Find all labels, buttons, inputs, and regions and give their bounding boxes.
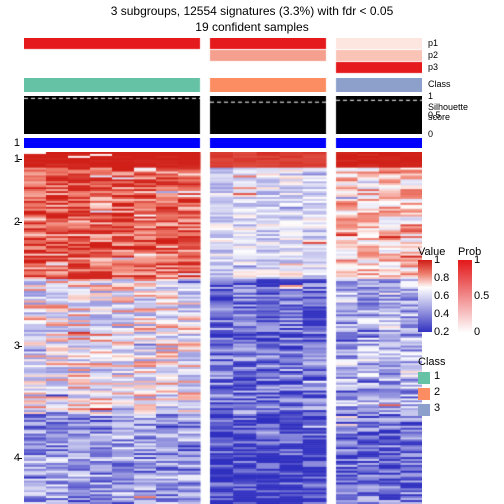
legend-value-title: Value bbox=[418, 246, 445, 258]
legend-value-tick-4: 0.2 bbox=[434, 326, 449, 338]
legend-class-label-2: 2 bbox=[434, 386, 440, 398]
legend-class-swatch-1 bbox=[418, 372, 430, 384]
sil-tick-2: 0 bbox=[428, 129, 433, 139]
legend-prob-tick-2: 0 bbox=[474, 326, 480, 338]
legend-value-tick-0: 1 bbox=[434, 254, 440, 266]
legend-value-tick-2: 0.6 bbox=[434, 290, 449, 302]
legend-prob-tick-0: 1 bbox=[474, 254, 480, 266]
legend-value-bar bbox=[418, 260, 432, 332]
silhouette-panel bbox=[24, 96, 422, 134]
title-line-2: 19 confident samples bbox=[0, 20, 504, 34]
class-label: Class bbox=[428, 79, 451, 89]
legend-class-swatch-2 bbox=[418, 388, 430, 400]
row-cluster-label-0: 1 bbox=[2, 137, 20, 149]
row-cluster-band bbox=[24, 138, 422, 148]
p-label-2: p2 bbox=[428, 50, 438, 60]
silhouette-sub: score bbox=[428, 112, 450, 122]
legend-prob-bar bbox=[458, 260, 472, 332]
legend-class-label-1: 1 bbox=[434, 370, 440, 382]
title-line-1: 3 subgroups, 12554 signatures (3.3%) wit… bbox=[0, 4, 504, 18]
class-annotation-row bbox=[24, 78, 422, 92]
legend-value-tick-1: 0.8 bbox=[434, 272, 449, 284]
p-label-3: p3 bbox=[428, 62, 438, 72]
legend-value-tick-3: 0.4 bbox=[434, 308, 449, 320]
heatmap bbox=[24, 152, 422, 504]
legend-class-label-3: 3 bbox=[434, 402, 440, 414]
silhouette-label: Silhouette bbox=[428, 102, 468, 112]
prob-annotation-rows bbox=[24, 38, 422, 74]
p-label-1: p1 bbox=[428, 38, 438, 48]
sil-tick-0: 1 bbox=[428, 91, 433, 101]
legend-class-title: Class bbox=[418, 356, 446, 368]
legend-prob-tick-1: 0.5 bbox=[474, 290, 489, 302]
legend-class-swatch-3 bbox=[418, 404, 430, 416]
